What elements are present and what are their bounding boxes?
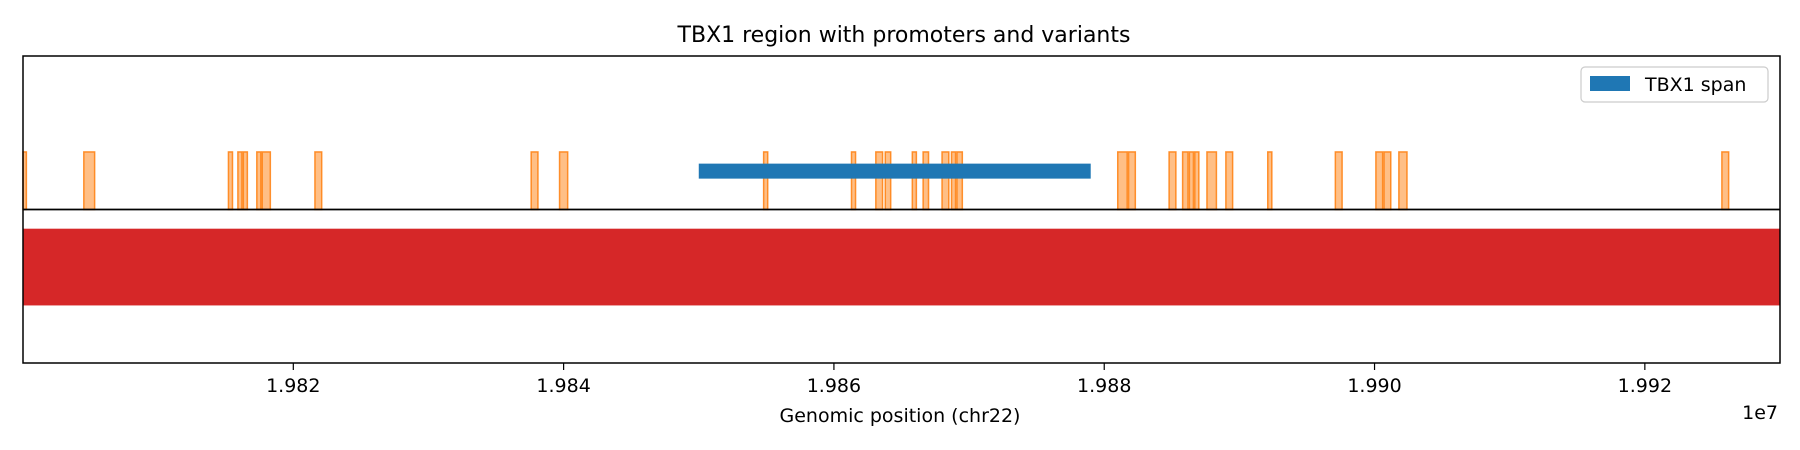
legend-label-tbx1-span: TBX1 span xyxy=(1644,74,1746,96)
variant-span-7 xyxy=(261,151,272,211)
legend-box xyxy=(1580,66,1769,103)
variant-span-29 xyxy=(1334,151,1343,211)
variant-span-31 xyxy=(1383,151,1392,211)
variant-span-23 xyxy=(1181,151,1189,211)
variant-span-6 xyxy=(256,151,262,211)
variant-span-22 xyxy=(1168,151,1177,211)
variant-span-14 xyxy=(884,151,892,211)
x-tick-label-3: 1.986 xyxy=(807,375,861,397)
variant-span-27 xyxy=(1225,151,1234,211)
variant-span-10 xyxy=(558,151,569,211)
variant-span-2 xyxy=(83,151,96,211)
x-tick-label-2: 1.984 xyxy=(536,375,590,397)
x-axis-label: Genomic position (chr22) xyxy=(780,405,1021,427)
variant-span-26 xyxy=(1206,151,1218,211)
variant-span-3 xyxy=(227,151,234,211)
variant-span-8 xyxy=(314,151,323,211)
variant-span-19 xyxy=(956,151,964,211)
plot-frame xyxy=(22,55,1781,364)
x-tick-label-1: 1.982 xyxy=(266,375,320,397)
variant-span-28 xyxy=(1267,151,1273,211)
variant-span-33 xyxy=(1721,151,1730,211)
variant-span-25 xyxy=(1194,151,1200,211)
x-tick-label-5: 1.990 xyxy=(1347,375,1401,397)
variant-span-15 xyxy=(911,151,918,211)
variant-span-9 xyxy=(530,151,539,211)
variants-layer xyxy=(22,151,1730,211)
variant-span-4 xyxy=(237,151,243,211)
x-tick-label-6: 1.992 xyxy=(1618,375,1672,397)
legend: TBX1 span xyxy=(1580,66,1769,103)
variant-span-11 xyxy=(762,151,769,211)
variant-span-5 xyxy=(242,151,249,211)
variant-span-12 xyxy=(850,151,857,211)
variant-span-16 xyxy=(922,151,930,211)
promoter-band xyxy=(23,228,1780,306)
variant-span-24 xyxy=(1188,151,1195,211)
x-offset-label: 1e7 xyxy=(1742,402,1778,424)
variant-span-20 xyxy=(1116,151,1128,211)
variant-span-32 xyxy=(1398,151,1408,211)
plot-area xyxy=(22,151,1780,306)
legend-swatch xyxy=(1590,76,1630,91)
chart-title: TBX1 region with promoters and variants xyxy=(677,23,1131,48)
x-axis: 1.982 1.984 1.986 1.988 1.990 1.992 xyxy=(266,363,1672,397)
variant-span-21 xyxy=(1127,151,1137,211)
variant-span-17 xyxy=(941,151,950,211)
variant-span-18 xyxy=(950,151,957,211)
promoter-band-layer xyxy=(23,228,1780,306)
variant-span-30 xyxy=(1375,151,1384,211)
variant-span-13 xyxy=(875,151,884,211)
x-tick-label-4: 1.988 xyxy=(1077,375,1131,397)
